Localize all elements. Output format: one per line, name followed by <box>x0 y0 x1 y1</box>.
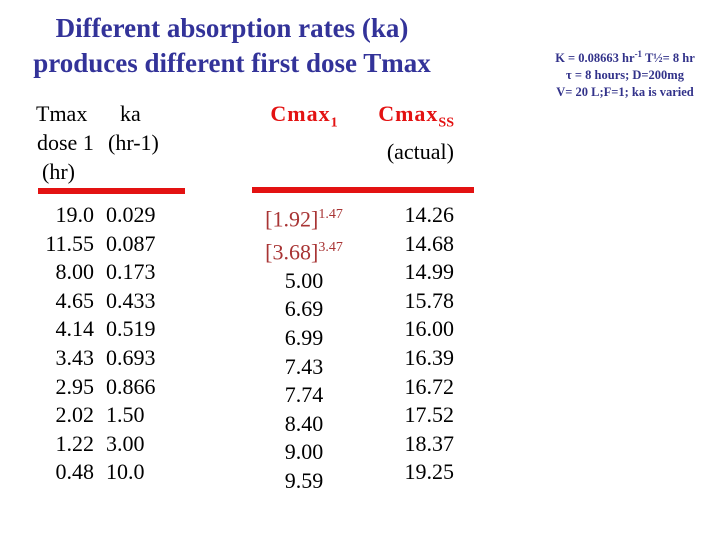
tmax-value: 3.43 <box>55 344 95 370</box>
cmaxss-value: 16.00 <box>404 316 455 342</box>
header-cmaxss-note: (actual) <box>386 139 454 165</box>
col-tmax-values: 19.0 11.55 8.00 4.65 4.14 3.43 2.95 2.02 1.22 0.4… <box>28 201 94 487</box>
cmaxss-value: 16.72 <box>404 373 455 399</box>
header-cmaxss: CmaxSS (actual) <box>352 99 454 166</box>
parameters-k-text: K = 0.08663 hr <box>555 51 635 66</box>
tmax-value: 1.22 <box>55 430 95 456</box>
cmax1-exponent: 3.47 <box>318 239 343 255</box>
parameters-halflife-text: T½= 8 hr <box>642 51 695 66</box>
cmax1-value: [3.68]3.47 <box>265 239 343 265</box>
parameters-k-exponent: -1 <box>634 49 643 59</box>
tmax-value: 4.14 <box>55 316 95 342</box>
cmaxss-value: 17.52 <box>404 402 455 428</box>
col-ka-values: 0.029 0.087 0.173 0.433 0.519 0.693 0.866 1.50 3… <box>106 201 190 487</box>
header-cmax1-subscript: 1 <box>330 115 338 131</box>
cmax1-value: 6.99 <box>284 325 324 351</box>
tmax-value: 2.95 <box>55 373 95 399</box>
tmax-value: 11.55 <box>45 230 94 256</box>
cmaxss-value: 18.37 <box>404 430 455 456</box>
header-rule-right <box>252 187 474 193</box>
tmax-value: 4.65 <box>55 287 95 313</box>
ka-value: 10.0 <box>106 459 145 485</box>
cmax1-value: 9.00 <box>284 439 324 465</box>
header-cmaxss-text: Cmax <box>378 101 439 126</box>
cmaxss-value: 14.99 <box>404 259 455 285</box>
tmax-value: 8.00 <box>55 259 95 285</box>
cmax1-value: [1.92]1.47 <box>265 206 343 232</box>
header-cmaxss-label: CmaxSS <box>352 99 454 137</box>
cmax1-value: 8.40 <box>284 410 324 436</box>
ka-value: 3.00 <box>106 430 145 456</box>
ka-value: 0.866 <box>106 373 156 399</box>
col-cmaxss-values: 14.26 14.68 14.99 15.78 16.00 16.39 16.72 17.52… <box>352 201 455 487</box>
header-tmax-line3: (hr) <box>42 159 75 184</box>
cmax1-value: 5.00 <box>284 267 324 293</box>
ka-value: 0.693 <box>106 344 156 370</box>
header-tmax-line1: Tmax <box>36 101 88 126</box>
cmax1-value: 6.69 <box>284 296 324 322</box>
cmax1-exponent: 1.47 <box>318 207 343 222</box>
header-ka-line1: ka <box>120 101 141 126</box>
cmaxss-value: 19.25 <box>404 459 455 485</box>
ka-value: 0.173 <box>106 259 156 285</box>
ka-value: 0.029 <box>106 202 156 227</box>
header-tmax-line2: dose 1 <box>37 130 94 155</box>
parameters-line-volume: V= 20 L;F=1; ka is varied <box>556 85 694 100</box>
tmax-value: 19.0 <box>55 202 95 227</box>
header-rule-left <box>38 188 185 194</box>
cmaxss-value: 16.39 <box>404 344 455 370</box>
parameters-line-k: K = 0.08663 hr-1 T½= 8 hr <box>533 46 717 67</box>
slide-title-line1: Different absorption rates (ka) <box>55 13 409 43</box>
ka-value: 0.087 <box>106 230 156 256</box>
cmax1-value: 7.74 <box>284 382 324 408</box>
cmax1-value: 7.43 <box>284 353 324 379</box>
header-cmax1-text: Cmax <box>270 101 331 126</box>
cmaxss-value: 14.26 <box>404 202 455 227</box>
ka-value: 1.50 <box>106 402 145 428</box>
header-ka: ka (hr-1) <box>106 99 159 157</box>
tmax-value: 0.48 <box>55 459 95 485</box>
ka-value: 0.519 <box>106 316 156 342</box>
tmax-value: 2.02 <box>55 402 95 428</box>
parameters-note: K = 0.08663 hr-1 T½= 8 hr τ = 8 hours; D… <box>533 46 717 101</box>
cmaxss-value: 14.68 <box>404 230 455 256</box>
cmaxss-value: 15.78 <box>404 287 455 313</box>
cmax1-value: 9.59 <box>284 468 324 493</box>
parameters-line-tau: τ = 8 hours; D=200mg <box>566 68 684 83</box>
header-tmax-dose1: Tmax dose 1 (hr) <box>36 99 94 186</box>
header-cmaxss-subscript: SS <box>438 115 454 131</box>
header-ka-line2: (hr-1) <box>108 130 159 155</box>
header-cmax1-label: Cmax1 <box>270 101 337 130</box>
slide-title: Different absorption rates (ka) produces… <box>6 11 458 81</box>
slide-title-line2: produces different first dose Tmax <box>33 48 431 78</box>
col-cmax1-values: [1.92]1.47 [3.68]3.47 5.00 6.69 6.99 7.43 7.74… <box>234 201 374 496</box>
ka-value: 0.433 <box>106 287 156 313</box>
header-cmax1: Cmax1 <box>234 99 374 137</box>
